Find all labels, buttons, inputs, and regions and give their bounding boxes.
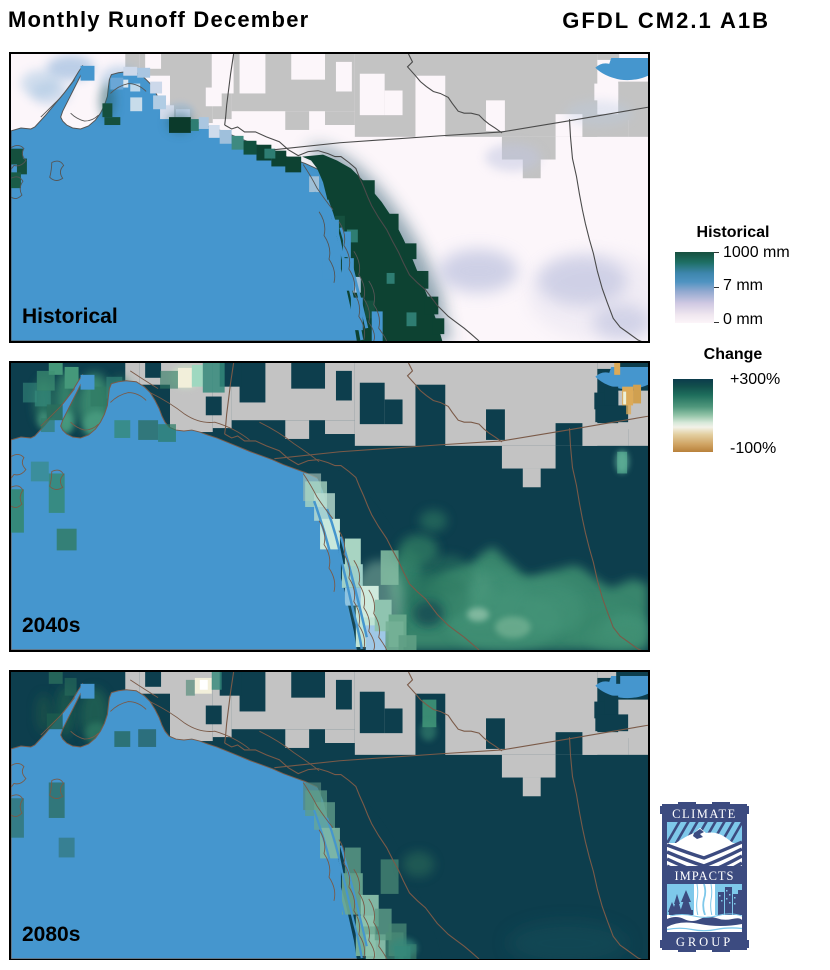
- svg-text:CLIMATE: CLIMATE: [672, 807, 737, 821]
- svg-text:IMPACTS: IMPACTS: [674, 869, 734, 883]
- svg-text:GROUP: GROUP: [676, 935, 733, 949]
